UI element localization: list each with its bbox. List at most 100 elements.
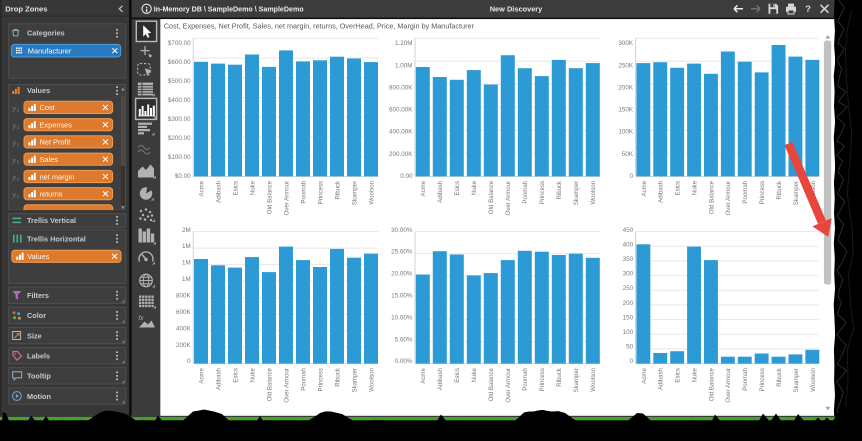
svg-text:400K: 400K xyxy=(176,325,192,332)
svg-text:Manufacturer: Manufacturer xyxy=(28,47,72,56)
svg-text:Acme: Acme xyxy=(198,367,205,383)
svg-text:$0.00: $0.00 xyxy=(175,173,191,180)
svg-text:Values: Values xyxy=(27,86,50,95)
svg-text:0.00: 0.00 xyxy=(400,173,413,180)
svg-text:Esics: Esics xyxy=(675,368,682,383)
svg-text:0: 0 xyxy=(187,358,191,365)
svg-text:Skamper: Skamper xyxy=(793,181,800,205)
svg-text:600K: 600K xyxy=(176,309,192,316)
svg-text:Esics: Esics xyxy=(454,181,461,196)
svg-text:Old Balance: Old Balance xyxy=(488,367,495,401)
svg-text:$200.00: $200.00 xyxy=(168,135,191,142)
svg-text:Nuke: Nuke xyxy=(471,367,478,382)
svg-text:30.00%: 30.00% xyxy=(391,227,413,234)
svg-text:Over Armour: Over Armour xyxy=(505,368,512,403)
svg-text:returns: returns xyxy=(40,190,63,199)
svg-text:150K: 150K xyxy=(618,107,634,114)
svg-text:200K: 200K xyxy=(618,84,634,91)
svg-text:y: y xyxy=(12,138,17,147)
svg-text:Tooltip: Tooltip xyxy=(27,372,51,381)
svg-text:Ribuck: Ribuck xyxy=(776,367,783,387)
svg-text:1M: 1M xyxy=(182,243,191,250)
svg-text:250K: 250K xyxy=(618,62,634,69)
svg-text:300: 300 xyxy=(623,271,634,278)
svg-text:200.00K: 200.00K xyxy=(389,151,413,158)
svg-text:300K: 300K xyxy=(618,40,634,47)
svg-text:600.00K: 600.00K xyxy=(389,107,413,114)
svg-text:Princess: Princess xyxy=(539,181,546,204)
svg-text:1M: 1M xyxy=(182,260,191,267)
svg-text:Motion: Motion xyxy=(27,392,51,401)
svg-text:Color: Color xyxy=(27,311,46,320)
svg-text:Woolson: Woolson xyxy=(368,368,375,392)
svg-text:200K: 200K xyxy=(176,342,192,349)
svg-text:Princess: Princess xyxy=(759,181,766,204)
svg-text:15.00%: 15.00% xyxy=(391,293,413,300)
svg-text:20.00%: 20.00% xyxy=(391,271,413,278)
svg-text:Skamper: Skamper xyxy=(573,181,580,205)
svg-text:Trellis Horizontal: Trellis Horizontal xyxy=(27,235,86,244)
svg-text:Poomah: Poomah xyxy=(300,181,307,204)
svg-text:450: 450 xyxy=(623,227,634,234)
svg-text:Nuke: Nuke xyxy=(692,180,699,195)
svg-text:Princess: Princess xyxy=(539,368,546,391)
svg-text:Expenses: Expenses xyxy=(40,121,73,130)
svg-text:fx: fx xyxy=(139,315,145,322)
svg-text:Skamper: Skamper xyxy=(351,181,358,205)
svg-text:Princess: Princess xyxy=(317,181,324,204)
svg-text:Ribuck: Ribuck xyxy=(334,180,341,200)
svg-text:Poomah: Poomah xyxy=(742,181,749,204)
svg-text:Acme: Acme xyxy=(420,367,427,383)
svg-text:Woolson: Woolson xyxy=(368,181,375,205)
svg-text:Woolson: Woolson xyxy=(810,368,817,392)
svg-text:150: 150 xyxy=(623,314,634,321)
svg-text:Nuke: Nuke xyxy=(471,180,478,195)
svg-text:Esics: Esics xyxy=(675,181,682,196)
svg-text:Poomah: Poomah xyxy=(522,181,529,204)
svg-text:Acme: Acme xyxy=(641,180,648,196)
svg-text:1.00M: 1.00M xyxy=(395,62,413,69)
svg-text:Esics: Esics xyxy=(232,181,239,196)
svg-text:Woolson: Woolson xyxy=(590,368,597,392)
svg-text:10.00%: 10.00% xyxy=(391,314,413,321)
svg-text:Adibash: Adibash xyxy=(215,181,222,203)
svg-text:?: ? xyxy=(805,4,811,15)
svg-text:Skamper: Skamper xyxy=(793,368,800,392)
svg-text:Categories: Categories xyxy=(27,28,65,37)
svg-text:Filters: Filters xyxy=(27,291,49,300)
svg-text:1: 1 xyxy=(17,177,20,183)
svg-text:y: y xyxy=(12,190,17,199)
svg-text:Acme: Acme xyxy=(641,367,648,383)
svg-text:Old Balance: Old Balance xyxy=(488,180,495,214)
svg-text:Skamper: Skamper xyxy=(573,368,580,392)
svg-text:Trellis Vertical: Trellis Vertical xyxy=(27,216,76,225)
svg-text:Adibash: Adibash xyxy=(437,368,444,390)
svg-text:Acme: Acme xyxy=(198,180,205,196)
svg-text:Over Armour: Over Armour xyxy=(505,181,512,216)
svg-text:Nuke: Nuke xyxy=(692,367,699,382)
svg-text:Drop Zones: Drop Zones xyxy=(5,5,47,14)
svg-text:Cost, Expenses, Net Profit, Sa: Cost, Expenses, Net Profit, Sales, net m… xyxy=(164,22,475,31)
svg-text:y: y xyxy=(12,121,17,130)
svg-text:Esics: Esics xyxy=(232,368,239,383)
svg-text:25.00%: 25.00% xyxy=(391,249,413,256)
svg-text:In-Memory DB \ SampleDemo \ Sa: In-Memory DB \ SampleDemo \ SampleDemo xyxy=(154,5,304,13)
svg-text:Poomah: Poomah xyxy=(742,368,749,391)
svg-text:Over Armour: Over Armour xyxy=(725,368,732,403)
svg-text:y: y xyxy=(12,155,17,164)
svg-text:$500.00: $500.00 xyxy=(168,78,191,85)
svg-text:$300.00: $300.00 xyxy=(168,116,191,123)
svg-text:Adibash: Adibash xyxy=(215,368,222,390)
svg-text:Nuke: Nuke xyxy=(249,367,256,382)
svg-text:250: 250 xyxy=(623,285,634,292)
svg-text:y: y xyxy=(12,104,17,113)
svg-text:Adibash: Adibash xyxy=(658,368,665,390)
svg-text:Net Profit: Net Profit xyxy=(40,138,71,147)
svg-text:800K: 800K xyxy=(176,293,192,300)
svg-text:100: 100 xyxy=(623,329,634,336)
svg-text:Adibash: Adibash xyxy=(437,181,444,203)
svg-text:Ribuck: Ribuck xyxy=(334,367,341,387)
svg-text:Ribuck: Ribuck xyxy=(776,180,783,200)
svg-text:2M: 2M xyxy=(182,227,191,234)
svg-text:Ribuck: Ribuck xyxy=(556,367,563,387)
